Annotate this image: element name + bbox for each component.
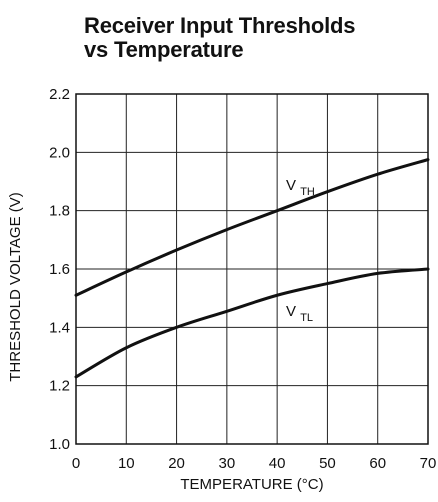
series-label-vtl-main: V [286,303,296,320]
x-tick-label: 0 [72,455,80,472]
series-line-vtl [74,267,430,379]
y-tick-label: 1.2 [49,378,70,395]
x-tick-label: 40 [269,455,286,472]
y-axis-title: THRESHOLD VOLTAGE (V) [7,192,24,381]
y-axis-ticks: 1.0 1.2 1.4 1.6 1.8 2.0 2.2 [49,86,70,453]
chart-title-line-1: Receiver Input Thresholds [84,13,356,38]
x-tick-label: 20 [168,455,185,472]
chart-title-line-2: vs Temperature [84,37,244,62]
series-label-vth-sub: TH [300,186,315,198]
plot-frame [75,93,429,445]
x-tick-label: 30 [219,455,236,472]
series-line-vth [74,158,430,297]
x-tick-label: 10 [118,455,135,472]
x-tick-label: 70 [420,455,437,472]
x-axis-title: TEMPERATURE (°C) [180,476,323,493]
chart-title: Receiver Input Thresholds vs Temperature [84,14,414,62]
x-tick-label: 60 [369,455,386,472]
y-tick-label: 1.0 [49,436,70,453]
plot-series [74,158,430,379]
y-tick-label: 1.6 [49,261,70,278]
series-label-vth: V TH [286,177,315,198]
y-tick-label: 2.0 [49,144,70,161]
y-tick-label: 2.2 [49,86,70,103]
plot-grid [76,94,428,444]
y-tick-label: 1.4 [49,319,70,336]
x-axis-ticks: 0 10 20 30 40 50 60 70 [72,455,437,472]
series-label-vth-main: V [286,177,296,194]
series-label-vtl-sub: TL [300,312,313,324]
series-label-vtl: V TL [286,303,313,324]
x-tick-label: 50 [319,455,336,472]
plot-border [75,93,429,445]
y-tick-label: 1.8 [49,203,70,220]
